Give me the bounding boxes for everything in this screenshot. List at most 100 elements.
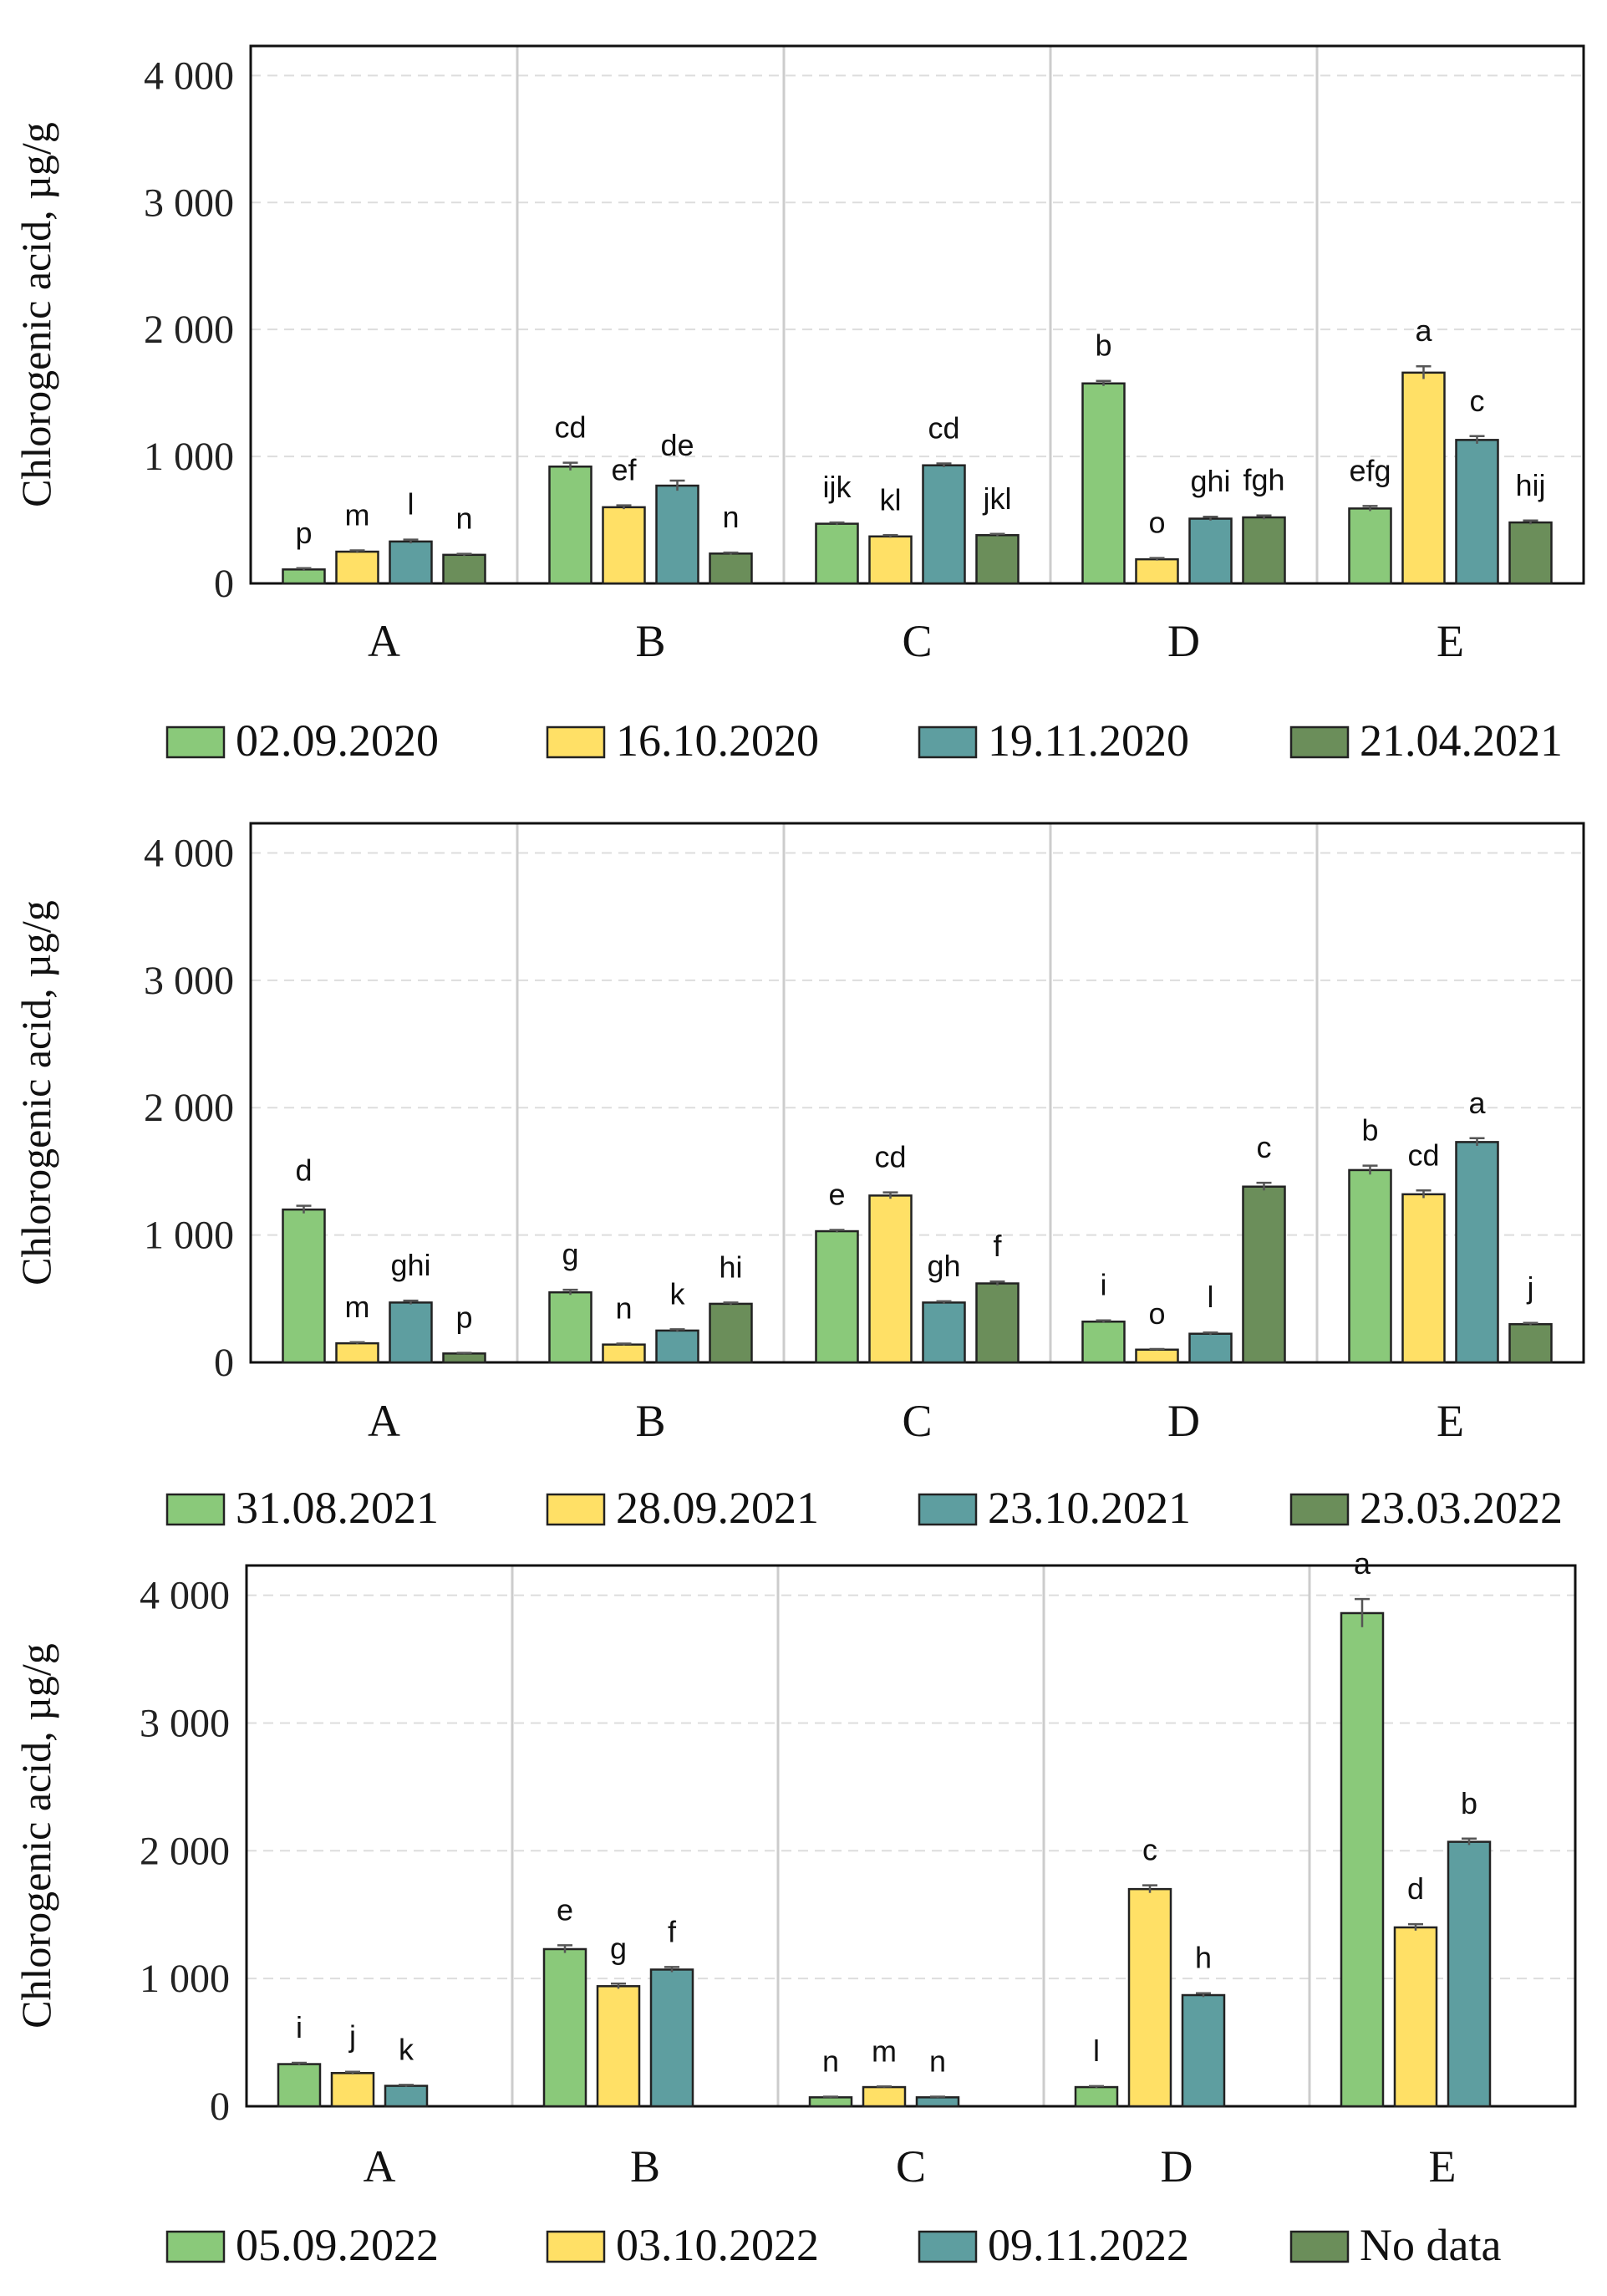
bar-D-3 [1181, 1993, 1226, 2108]
bar-E-3 [1447, 1840, 1492, 2108]
bar-B-3 [655, 1329, 699, 1364]
significance-letter: f [993, 1229, 1002, 1263]
significance-letter: n [929, 2044, 946, 2079]
legend-swatch [1289, 2230, 1350, 2263]
bar-E-4 [1508, 1323, 1553, 1364]
y-tick-label: 4 000 [140, 1574, 230, 1618]
category-label: A [368, 1396, 400, 1446]
bar-A-1 [277, 2063, 322, 2108]
bar-D-1 [1081, 1320, 1126, 1364]
y-tick-label: 0 [214, 562, 234, 606]
significance-letter: cd [928, 410, 959, 445]
legend-label: 05.09.2022 [236, 2220, 439, 2270]
bar-B-1 [548, 1291, 592, 1364]
significance-letter: e [557, 1892, 573, 1927]
bar-C-1 [815, 1229, 859, 1364]
significance-letter: cd [1407, 1138, 1439, 1172]
significance-letter: e [828, 1178, 845, 1212]
bar-E-1 [1348, 1168, 1392, 1364]
y-tick-label: 2 000 [144, 308, 234, 352]
significance-letter: fgh [1243, 463, 1284, 497]
category-label: C [896, 2141, 926, 2192]
significance-letter: jkl [983, 481, 1012, 516]
category-label: E [1437, 1396, 1464, 1446]
significance-letter: c [1470, 384, 1485, 418]
bar-D-3 [1188, 1332, 1233, 1364]
significance-letter: p [295, 516, 312, 550]
significance-letter: de [660, 428, 694, 462]
significance-letter: a [1415, 313, 1432, 348]
y-tick-label: 3 000 [144, 959, 234, 1003]
bar-A-1 [282, 568, 326, 585]
bar-B-3 [649, 1968, 694, 2108]
category-label: A [368, 616, 400, 666]
category-label: B [630, 2141, 660, 2192]
significance-letter: c [1257, 1130, 1272, 1164]
significance-letter: k [399, 2032, 414, 2066]
category-label: C [902, 1396, 932, 1446]
legend-swatch [918, 2230, 978, 2263]
y-tick-label: 3 000 [144, 181, 234, 225]
bar-A-2 [335, 1341, 379, 1364]
legend-label: 09.11.2022 [988, 2220, 1189, 2270]
category-label: C [902, 616, 932, 666]
bar-C-4 [975, 534, 1020, 585]
bar-A-3 [389, 1301, 433, 1364]
legend-label: 31.08.2021 [236, 1483, 439, 1533]
category-label: E [1437, 616, 1464, 666]
significance-letter: hi [719, 1250, 742, 1284]
legend-swatch [546, 1493, 606, 1526]
significance-letter: a [1354, 1546, 1371, 1581]
legend-label: 03.10.2022 [616, 2220, 819, 2270]
significance-letter: o [1148, 1296, 1165, 1331]
plot-frame [249, 44, 1585, 585]
bar-C-3 [922, 464, 966, 585]
bar-D-2 [1135, 1348, 1179, 1364]
bar-A-2 [330, 2072, 375, 2108]
significance-letter: d [295, 1153, 312, 1188]
bar-D-4 [1242, 1185, 1286, 1364]
significance-letter: ghi [1190, 464, 1230, 498]
significance-letter: f [668, 1914, 677, 1948]
bar-B-4 [709, 552, 753, 585]
legend-swatch [165, 725, 226, 759]
significance-letter: ghi [390, 1248, 430, 1282]
bar-C-4 [975, 1282, 1020, 1364]
significance-letter: h [1195, 1941, 1212, 1975]
significance-letter: b [1361, 1113, 1378, 1148]
significance-letter: c [1142, 1833, 1157, 1867]
plot-frame [249, 822, 1585, 1364]
bar-C-2 [868, 535, 913, 585]
legend-label: 28.09.2021 [616, 1483, 819, 1533]
legend-label: 23.03.2022 [1360, 1483, 1563, 1533]
bar-B-2 [596, 1985, 641, 2108]
legend-swatch [546, 725, 606, 759]
bar-D-1 [1081, 382, 1126, 585]
bar-C-3 [922, 1301, 966, 1364]
legend-label: 02.09.2020 [236, 715, 439, 766]
chart-panel-2: 0 1 000 2 000 3 000 4 000 Chlorogenic acid, µ… [13, 822, 1585, 1533]
bar-E-2 [1401, 1193, 1446, 1364]
significance-letter: j [1527, 1270, 1534, 1305]
significance-letter: kl [880, 482, 902, 517]
significance-letter: efg [1349, 453, 1391, 487]
y-tick-label: 4 000 [144, 53, 234, 98]
bar-C-1 [815, 522, 859, 585]
bar-E-1 [1348, 507, 1392, 585]
bar-B-4 [709, 1302, 753, 1364]
bar-C-2 [868, 1194, 913, 1364]
bar-A-3 [389, 540, 433, 585]
bar-E-2 [1401, 371, 1446, 585]
bar-C-3 [915, 2096, 960, 2108]
significance-letter: a [1468, 1086, 1486, 1120]
y-tick-label: 1 000 [144, 435, 234, 479]
legend-swatch [1289, 1493, 1350, 1526]
category-label: E [1429, 2141, 1457, 2192]
bar-E-3 [1455, 1141, 1499, 1364]
significance-letter: l [408, 487, 414, 522]
y-tick-label: 1 000 [144, 1214, 234, 1258]
significance-letter: j [348, 2019, 356, 2054]
y-tick-label: 2 000 [144, 1086, 234, 1130]
significance-letter: i [1101, 1268, 1107, 1302]
bar-B-2 [602, 1343, 646, 1364]
